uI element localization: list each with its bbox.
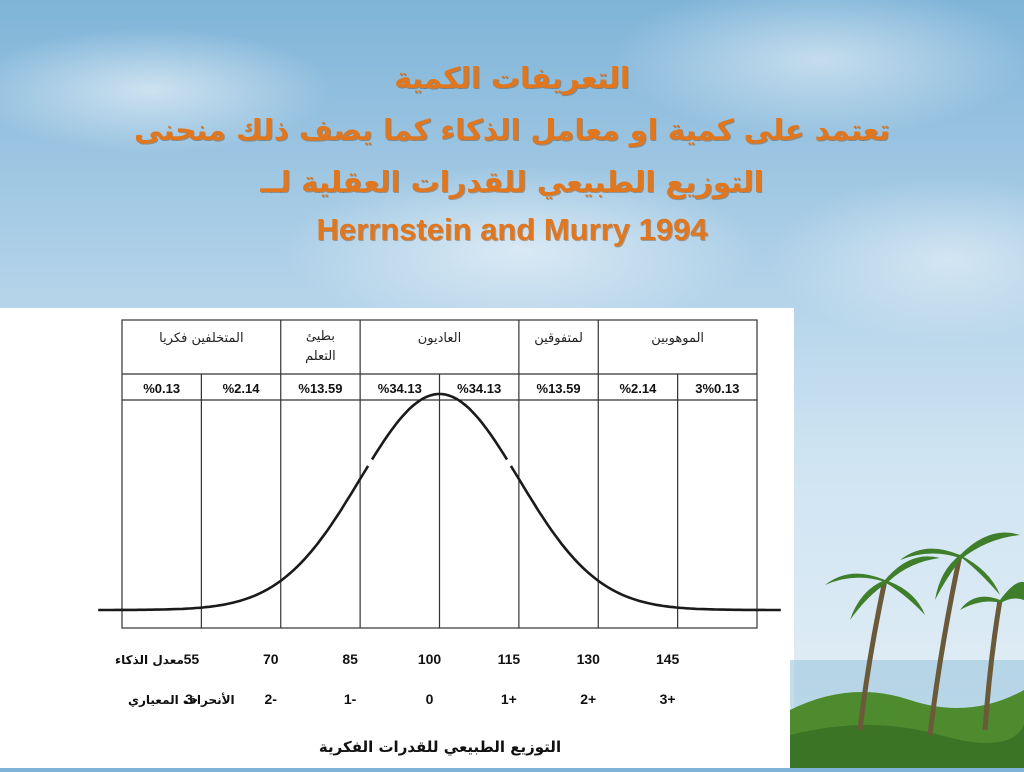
normal-distribution-figure: المتخلفين فكريا بطيئ التعلم العاديون لمتفوقي… [0,308,794,768]
title-line-4: Herrnstein and Murry 1994 [316,212,708,247]
sd-tick-label: 2- [265,691,278,707]
sd-tick-label: 3- [185,691,198,707]
percentage-label: %13.59 [537,381,581,396]
normal-curve-segment [509,465,781,612]
percentage-label: %2.14 [620,381,658,396]
normal-curve-segment [98,465,370,612]
palm-trees-decoration [790,532,1024,768]
percentage-label: %34.13 [378,381,422,396]
iq-tick-label: 85 [342,651,358,667]
chart-caption: التوزيع الطبيعي للقدرات الفكرية [319,738,561,756]
category-label: التعلم [305,349,336,364]
normal-distribution-chart: المتخلفين فكريا بطيئ التعلم العاديون لمتفوقي… [98,319,781,756]
title-line-2: تعتمد على كمية او معامل الذكاء كما يصف ذ… [134,113,890,147]
percentage-label: %0.13 [143,381,180,396]
sd-tick-label: 2+ [580,691,596,707]
percentage-label: %2.14 [223,381,261,396]
sd-tick-label: 3+ [660,691,676,707]
chart-labels: المتخلفين فكريا بطيئ التعلم العاديون لمتفوقي… [115,329,739,756]
category-label: المتخلفين فكريا [159,331,243,346]
title-line-3: التوزيع الطبيعي للقدرات العقلية لــ [260,165,764,199]
category-label: بطيئ [306,329,335,344]
category-label: لمتفوقين [534,331,583,346]
sd-tick-label: 1- [344,691,357,707]
sd-tick-label: 0 [426,691,434,707]
iq-tick-label: 70 [263,651,279,667]
category-label: العاديون [418,331,461,346]
percentage-label: 3%0.13 [695,381,739,396]
iq-tick-label: 145 [656,651,680,667]
slide-title: التعريفات الكمية تعتمد على كمية او معامل… [0,52,1024,252]
normal-curve-segment [370,392,509,461]
percentage-label: %34.13 [457,381,501,396]
iq-axis-label: معدل الذكاء [115,653,184,667]
iq-tick-label: 100 [418,651,442,667]
iq-tick-label: 115 [498,651,521,667]
category-label: الموهوبين [651,331,704,346]
sd-tick-label: 1+ [501,691,517,707]
iq-tick-label: 55 [184,651,200,667]
percentage-label: %13.59 [298,381,342,396]
chart-grid [121,319,758,629]
title-line-1: التعريفات الكمية [394,61,630,95]
curve-group [98,392,781,612]
sd-axis-label: الأنحراف المعياري [128,692,235,707]
iq-tick-label: 130 [577,651,601,667]
